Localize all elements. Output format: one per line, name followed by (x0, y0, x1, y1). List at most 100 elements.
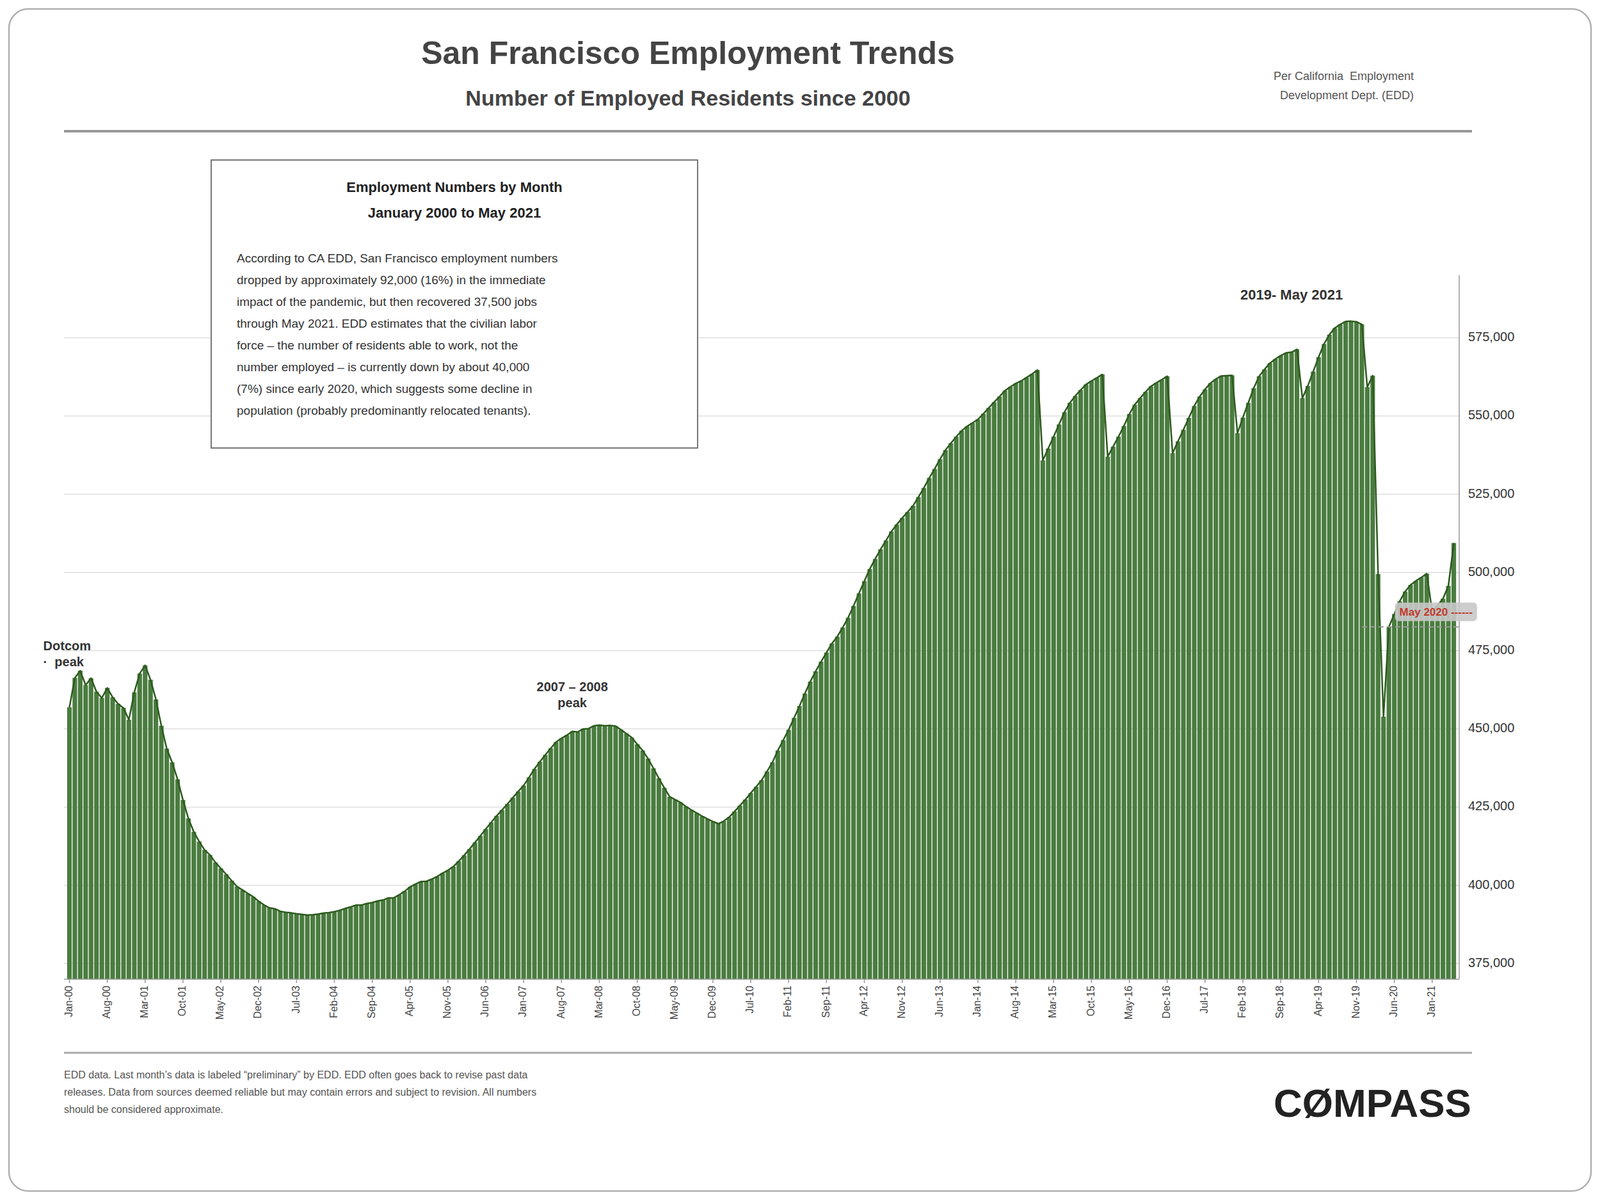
bar (175, 779, 180, 980)
text-line: · peak (43, 654, 85, 669)
box-text: According to CA EDD, San Francisco emplo… (236, 251, 559, 265)
x-tick (1091, 979, 1093, 984)
separator (64, 1052, 1472, 1055)
bar (1240, 417, 1245, 980)
bar (586, 728, 591, 980)
bar (921, 487, 927, 980)
bar (802, 693, 808, 980)
bar (148, 679, 153, 980)
bar (1288, 352, 1294, 980)
x-tick-label: Aug-14 (1009, 985, 1021, 1019)
bar (521, 785, 527, 980)
bar (807, 681, 813, 980)
x-tick (144, 979, 146, 984)
bar (1208, 383, 1213, 980)
bar (992, 401, 997, 980)
bar (634, 744, 640, 980)
bar (1127, 414, 1132, 980)
x-tick-label: Oct-15 (1085, 985, 1097, 1017)
bar (645, 758, 651, 980)
bar (1246, 402, 1251, 980)
bar (1002, 390, 1008, 980)
bar (310, 914, 315, 980)
bar (851, 606, 856, 980)
bar (1072, 396, 1078, 980)
x-tick (1015, 979, 1017, 984)
bar (1170, 453, 1176, 980)
x-tick (901, 979, 904, 984)
bar (748, 792, 754, 980)
bar (256, 901, 262, 980)
bar (1354, 321, 1359, 980)
annotation-group: May 2020 ------ (1395, 602, 1478, 622)
x-tick-label: Jun-06 (479, 985, 491, 1017)
bar (862, 581, 867, 980)
bar (424, 881, 429, 980)
x-tick-label: Jan-14 (971, 985, 983, 1017)
text-line: 2007 – 2008 (536, 679, 608, 694)
bar (78, 670, 83, 980)
bar (640, 750, 646, 980)
bar (710, 821, 715, 980)
bar (72, 677, 77, 980)
bar (1327, 334, 1332, 980)
x-tick (334, 979, 336, 984)
bar (1418, 577, 1424, 980)
x-tick-label: Apr-19 (1312, 985, 1324, 1017)
bar (1408, 584, 1413, 980)
x-tick (1280, 979, 1282, 984)
bar (1197, 396, 1202, 980)
bar (1137, 398, 1143, 980)
x-tick (1242, 979, 1244, 984)
bar (678, 802, 683, 980)
bar (1235, 433, 1240, 980)
bar (1008, 387, 1013, 980)
bar (824, 652, 829, 980)
y-tick-label: 500,000 (1468, 564, 1515, 579)
bar (613, 725, 618, 980)
bar (413, 883, 418, 980)
bar (548, 748, 553, 980)
bar (224, 874, 229, 980)
x-tick (787, 979, 790, 984)
x-tick (599, 979, 601, 984)
bar (245, 893, 251, 980)
footer: EDD data. Last month’s data is labeled “… (64, 1069, 537, 1115)
bar (1397, 600, 1402, 980)
chart: San Francisco Employment TrendsNumber of… (0, 0, 1600, 1200)
bar (364, 903, 370, 980)
bar (1045, 448, 1051, 980)
bar (1348, 321, 1353, 980)
bar (915, 497, 921, 980)
bar (180, 800, 185, 980)
bar (261, 904, 267, 980)
bar (218, 868, 223, 980)
bar (288, 912, 294, 980)
y-tick-label: 425,000 (1468, 798, 1515, 813)
bar (597, 725, 602, 980)
x-tick-label: Jul-17 (1198, 985, 1210, 1014)
annotation: 2019- May 2021 (1240, 286, 1343, 303)
bar (1089, 380, 1094, 980)
bar (1202, 389, 1208, 980)
bar (780, 739, 786, 980)
bar (1262, 369, 1267, 980)
bar (1186, 417, 1192, 980)
bar (299, 914, 304, 980)
bar (1267, 362, 1273, 980)
bar (142, 665, 148, 980)
source-note: Per California Employment Development De… (1273, 69, 1414, 102)
bar (213, 862, 218, 980)
bar (1256, 376, 1262, 980)
bar (337, 910, 342, 980)
bar (88, 678, 94, 980)
y-axis-line (1458, 275, 1460, 980)
bar (948, 443, 953, 980)
text-line: Development Dept. (EDD) (1273, 88, 1414, 102)
bar (1024, 377, 1029, 980)
bar (478, 835, 483, 980)
bar (1143, 391, 1148, 980)
text-line: Dotcom (43, 638, 91, 653)
bar (1062, 412, 1067, 980)
x-tick-label: Nov-19 (1350, 985, 1362, 1019)
